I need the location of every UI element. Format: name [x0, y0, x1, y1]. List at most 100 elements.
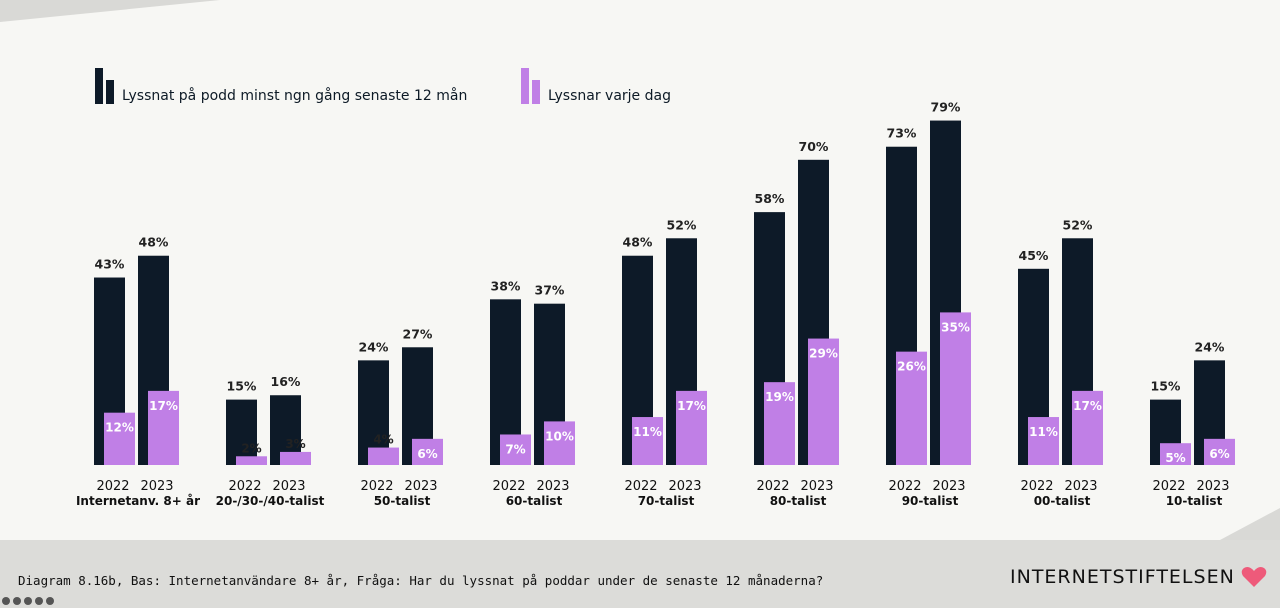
value-label-daily: 4%: [373, 433, 393, 447]
heart-icon: [1241, 567, 1267, 587]
bar-daily-2022: [896, 351, 927, 465]
value-label-daily: 2%: [241, 441, 261, 455]
value-label-overall: 48%: [623, 235, 653, 250]
bar-daily-2022: [632, 417, 663, 465]
value-label-overall: 70%: [799, 139, 829, 154]
bar-daily-2023: [940, 312, 971, 465]
value-label-overall: 58%: [755, 191, 785, 206]
bar-daily-2022: [236, 456, 267, 465]
bar-daily-2023: [1072, 390, 1103, 465]
year-tick-label: 2022: [492, 479, 525, 494]
value-label-overall: 24%: [1195, 339, 1225, 354]
value-label-overall: 15%: [1151, 379, 1181, 394]
bar-daily-2022: [500, 434, 531, 465]
value-label-daily: 17%: [149, 399, 178, 413]
bar-daily-2023: [1204, 438, 1235, 465]
value-label-overall: 16%: [271, 374, 301, 389]
viewer-toolbar[interactable]: [2, 597, 54, 605]
group-label: 90-talist: [902, 494, 959, 508]
group-label: Internetanv. 8+ år: [76, 494, 200, 508]
value-label-overall: 27%: [403, 326, 433, 341]
legend-series-1: Lyssnat på podd minst ngn gång senaste 1…: [95, 68, 467, 104]
brand-name: INTERNETSTIFTELSEN: [1010, 566, 1235, 588]
value-label-overall: 15%: [227, 379, 257, 394]
year-tick-label: 2022: [228, 479, 261, 494]
toolbar-dot-2[interactable]: [13, 597, 21, 605]
value-label-daily: 6%: [417, 447, 437, 461]
value-label-daily: 29%: [809, 347, 838, 361]
bar-daily-2022: [1028, 417, 1059, 465]
value-label-daily: 26%: [897, 360, 926, 374]
year-tick-label: 2023: [1064, 479, 1097, 494]
year-tick-label: 2023: [800, 479, 833, 494]
value-label-daily: 7%: [505, 442, 525, 456]
value-label-overall: 37%: [535, 283, 565, 298]
bar-daily-2023: [280, 451, 311, 465]
group-label: 70-talist: [638, 494, 695, 508]
year-tick-label: 2022: [96, 479, 129, 494]
bar-daily-2022: [1160, 443, 1191, 465]
year-tick-label: 2023: [404, 479, 437, 494]
value-label-daily: 35%: [941, 320, 970, 334]
year-tick-label: 2022: [888, 479, 921, 494]
bar-daily-2023: [412, 438, 443, 465]
value-label-daily: 5%: [1165, 451, 1185, 465]
legend-series-2: Lyssnar varje dag: [521, 68, 671, 104]
legend-swatch-purple: [521, 68, 540, 104]
value-label-overall: 52%: [667, 217, 697, 232]
value-label-overall: 52%: [1063, 217, 1093, 232]
bar-daily-2023: [148, 390, 179, 465]
value-label-daily: 6%: [1209, 447, 1229, 461]
bar-overall-2022: [226, 399, 257, 465]
value-label-daily: 17%: [677, 399, 706, 413]
value-label-daily: 11%: [633, 425, 662, 439]
group-label: 50-talist: [374, 494, 431, 508]
value-label-daily: 12%: [105, 421, 134, 435]
value-label-overall: 24%: [359, 339, 389, 354]
value-label-daily: 11%: [1029, 425, 1058, 439]
value-label-overall: 45%: [1019, 248, 1049, 263]
bar-daily-2023: [544, 421, 575, 465]
group-label: 10-talist: [1166, 494, 1223, 508]
bar-daily-2023: [676, 390, 707, 465]
year-tick-label: 2023: [536, 479, 569, 494]
bar-daily-2022: [368, 447, 399, 465]
year-tick-label: 2022: [360, 479, 393, 494]
value-label-overall: 73%: [887, 126, 917, 141]
chart-caption: Diagram 8.16b, Bas: Internetanvändare 8+…: [18, 573, 824, 588]
year-tick-label: 2023: [932, 479, 965, 494]
year-tick-label: 2022: [1152, 479, 1185, 494]
value-label-overall: 79%: [931, 100, 961, 115]
value-label-overall: 43%: [95, 257, 125, 272]
year-tick-label: 2023: [668, 479, 701, 494]
year-tick-label: 2022: [1020, 479, 1053, 494]
year-tick-label: 2023: [140, 479, 173, 494]
toolbar-dot-3[interactable]: [24, 597, 32, 605]
value-label-overall: 48%: [139, 235, 169, 250]
value-label-daily: 10%: [545, 429, 574, 443]
brand-logo: INTERNETSTIFTELSEN: [1010, 566, 1267, 588]
footer-band: [0, 540, 1280, 608]
year-tick-label: 2023: [272, 479, 305, 494]
value-label-overall: 38%: [491, 278, 521, 293]
year-tick-label: 2022: [624, 479, 657, 494]
legend-label-2: Lyssnar varje dag: [548, 88, 671, 104]
group-label: 60-talist: [506, 494, 563, 508]
bar-daily-2022: [764, 382, 795, 465]
group-label: 80-talist: [770, 494, 827, 508]
group-label: 00-talist: [1034, 494, 1091, 508]
toolbar-dot-1[interactable]: [2, 597, 10, 605]
year-tick-label: 2023: [1196, 479, 1229, 494]
bar-daily-2023: [808, 338, 839, 465]
toolbar-dot-5[interactable]: [46, 597, 54, 605]
year-tick-label: 2022: [756, 479, 789, 494]
bar-daily-2022: [104, 412, 135, 465]
legend-label-1: Lyssnat på podd minst ngn gång senaste 1…: [122, 88, 468, 104]
value-label-daily: 17%: [1073, 399, 1102, 413]
value-label-daily: 19%: [765, 390, 794, 404]
group-label: 20-/30-/40-talist: [216, 494, 325, 508]
legend-swatch-dark: [95, 68, 114, 104]
toolbar-dot-4[interactable]: [35, 597, 43, 605]
value-label-daily: 3%: [285, 437, 305, 451]
